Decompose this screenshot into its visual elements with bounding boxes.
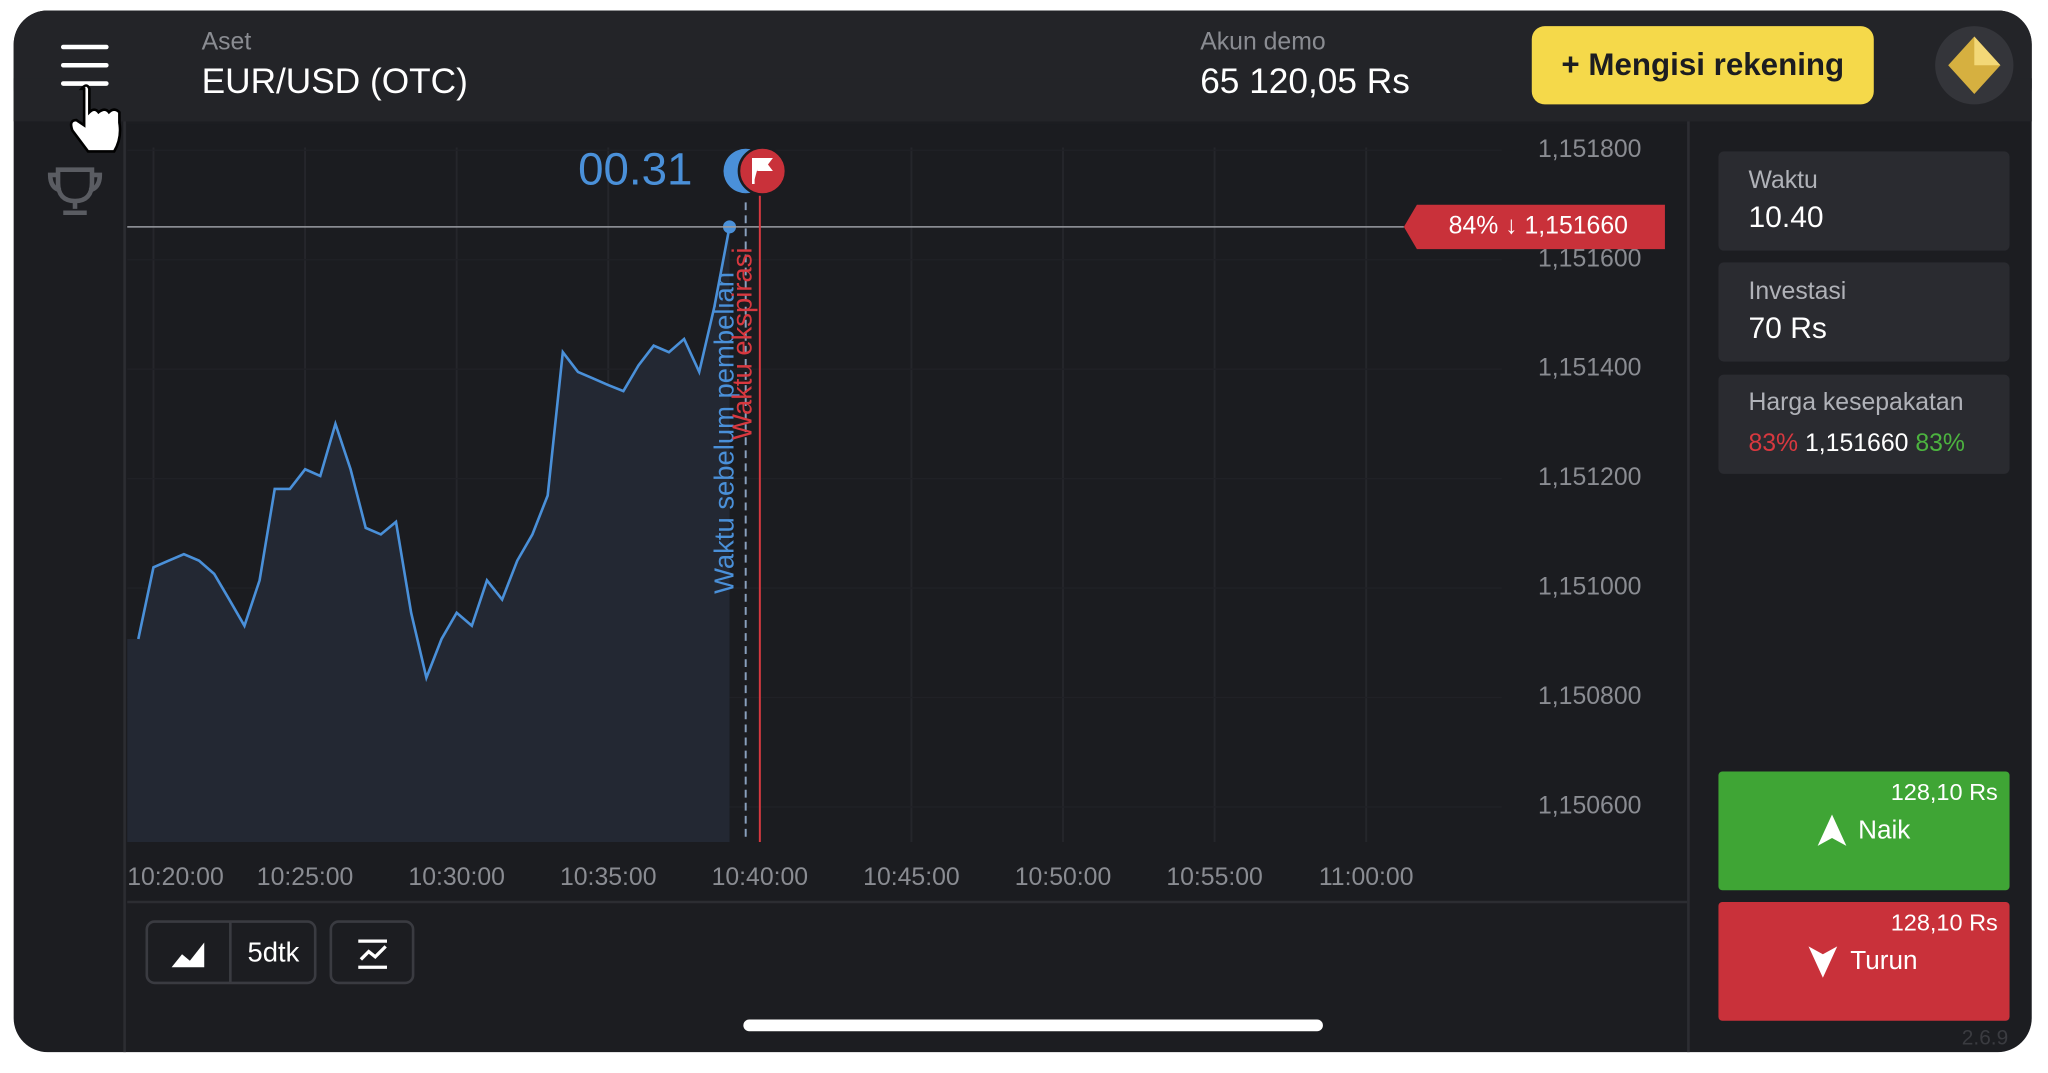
investment-value: 70 Rs — [1748, 312, 1826, 345]
price-tag-label: 84% ↓ 1,151660 — [1449, 212, 1628, 239]
cursor-hand — [69, 84, 122, 153]
indicators-button[interactable] — [329, 920, 415, 985]
up-label: Naik — [1858, 814, 1911, 844]
y-tick-label: 1,151400 — [1538, 355, 1641, 382]
x-tick-label: 10:45:00 — [863, 864, 960, 891]
up-arrow — [1817, 814, 1847, 846]
down-payout: 83% — [1748, 429, 1798, 456]
x-tick-label: 10:40:00 — [712, 864, 809, 891]
x-tick-label: 10:35:00 — [560, 864, 657, 891]
deposit-button-label[interactable]: + Mengisi rekening — [1561, 47, 1844, 82]
time-value: 10.40 — [1748, 201, 1823, 234]
y-tick-label: 1,151000 — [1538, 574, 1641, 601]
x-tick-label: 10:55:00 — [1166, 864, 1263, 891]
timeframe-button[interactable]: 5dtk — [248, 936, 300, 967]
strike-box — [1718, 374, 2010, 474]
time-label: Waktu — [1748, 167, 1817, 194]
x-tick-label: 10:30:00 — [408, 864, 505, 891]
price-tag — [1403, 204, 1665, 250]
strike-line: 83% 1,151660 83% — [1748, 429, 1965, 456]
home-indicator — [743, 1019, 1323, 1032]
investment-label: Investasi — [1748, 278, 1846, 305]
asset-name[interactable]: EUR/USD (OTC) — [202, 62, 468, 101]
up-payout: 83% — [1915, 429, 1965, 456]
down-label: Turun — [1850, 945, 1917, 975]
y-tick-label: 1,150800 — [1538, 683, 1641, 710]
deposit-button[interactable] — [1531, 26, 1874, 105]
flag-icon — [752, 157, 773, 185]
asset-label: Aset — [202, 29, 252, 56]
area-fill — [127, 226, 730, 842]
x-tick-label: 10:20:00 — [127, 864, 224, 891]
y-tick-label: 1,151800 — [1538, 136, 1641, 163]
indicators-icon — [358, 939, 387, 969]
strike-price: 1,151660 — [1805, 429, 1908, 456]
up-button[interactable] — [1718, 771, 2010, 891]
x-tick-label: 10:50:00 — [1015, 864, 1112, 891]
strike-label: Harga kesepakatan — [1748, 389, 1963, 416]
x-tick-label: 11:00:00 — [1319, 864, 1414, 891]
purchase-deadline-label: Waktu sebelum pembelian — [708, 272, 739, 594]
down-arrow — [1808, 946, 1838, 978]
down-button[interactable] — [1718, 901, 2010, 1021]
chart: 10:20:00 10:25:00 10:30:00 10:35:00 10:40:00… — [127, 136, 1665, 891]
up-payout-amount: 128,10 Rs — [1891, 779, 1998, 805]
version: 2.6.9 — [1962, 1027, 2008, 1050]
investment-box[interactable] — [1718, 262, 2010, 362]
menu-icon[interactable] — [60, 44, 109, 86]
trophy-icon[interactable] — [47, 167, 103, 216]
area-chart-button[interactable] — [171, 942, 205, 968]
price-line — [137, 226, 731, 683]
expiration-label: Waktu ekspirasi — [726, 247, 757, 439]
avatar-diamond-shine — [1974, 36, 2001, 66]
balance[interactable]: 65 120,05 Rs — [1200, 62, 1410, 101]
countdown: 00.31 — [578, 143, 692, 194]
account-label: Akun demo — [1200, 29, 1325, 56]
x-tick-label: 10:25:00 — [257, 864, 354, 891]
y-tick-label: 1,150600 — [1538, 792, 1641, 819]
down-payout-amount: 128,10 Rs — [1891, 909, 1998, 935]
y-tick-label: 1,151200 — [1538, 464, 1641, 491]
y-tick-label: 1,151600 — [1538, 245, 1641, 272]
time-box[interactable] — [1718, 151, 2010, 251]
